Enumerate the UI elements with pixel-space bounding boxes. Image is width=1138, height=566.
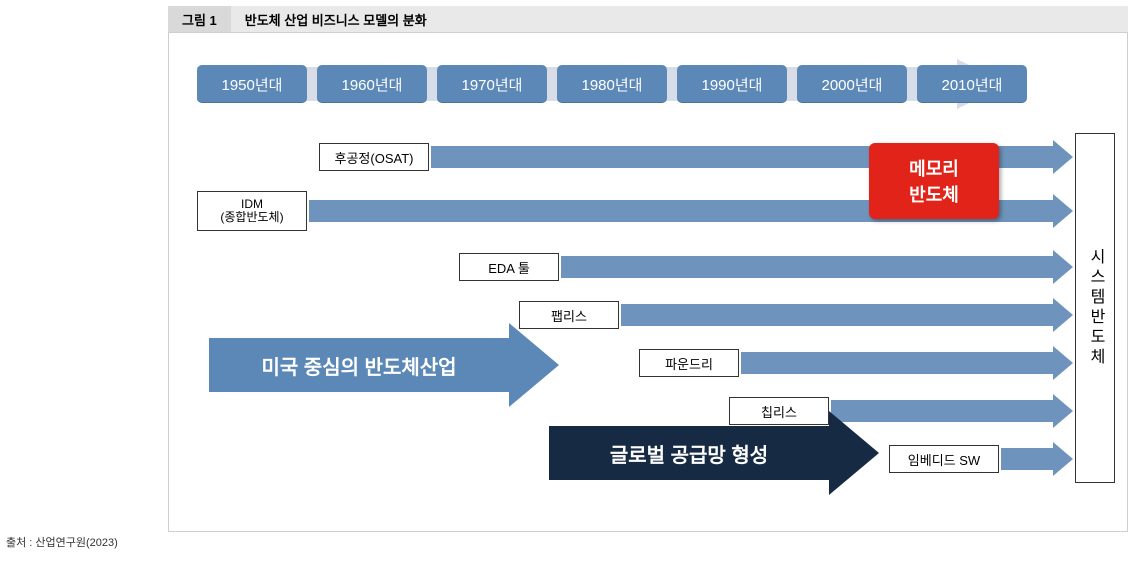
decade-pill-1: 1960년대	[317, 65, 427, 103]
track-arrowhead-chipless	[1053, 394, 1073, 428]
big-arrow-head-global	[829, 411, 879, 495]
memory-box-line1: 메모리	[909, 155, 959, 181]
figure-caption-bar: 그림 1 반도체 산업 비즈니스 모델의 분화	[168, 6, 1128, 32]
decade-pill-6: 2010년대	[917, 65, 1027, 103]
memory-box-line2: 반도체	[909, 181, 959, 207]
track-label-idm: IDM (종합반도체)	[197, 191, 307, 231]
track-arrowhead-osat	[1053, 140, 1073, 174]
big-arrow-global: 글로벌 공급망 형성	[549, 411, 879, 495]
source-text: 출처 : 산업연구원(2023)	[6, 534, 118, 550]
decade-pill-4: 1990년대	[677, 65, 787, 103]
memory-semiconductor-box: 메모리반도체	[869, 143, 999, 219]
track-bar-eda	[561, 256, 1053, 278]
track-bar-foundry	[741, 352, 1053, 374]
track-bar-fabless	[621, 304, 1053, 326]
decade-pill-3: 1980년대	[557, 65, 667, 103]
system-semiconductor-box: 시스템반도체	[1075, 133, 1115, 483]
track-arrowhead-eda	[1053, 250, 1073, 284]
big-arrow-head-us	[509, 323, 559, 407]
track-arrowhead-foundry	[1053, 346, 1073, 380]
big-arrow-label-us: 미국 중심의 반도체산업	[209, 338, 509, 392]
big-arrow-label-global: 글로벌 공급망 형성	[549, 426, 829, 480]
track-label-eda: EDA 툴	[459, 253, 559, 281]
decade-pill-2: 1970년대	[437, 65, 547, 103]
track-arrowhead-embsw	[1053, 442, 1073, 476]
track-label-osat: 후공정(OSAT)	[319, 143, 429, 171]
track-bar-embsw	[1001, 448, 1053, 470]
big-arrow-us: 미국 중심의 반도체산업	[209, 323, 559, 407]
decade-pill-0: 1950년대	[197, 65, 307, 103]
decade-pill-5: 2000년대	[797, 65, 907, 103]
track-arrowhead-idm	[1053, 194, 1073, 228]
track-label-embsw: 임베디드 SW	[889, 445, 999, 473]
track-label-foundry: 파운드리	[639, 349, 739, 377]
figure-number: 그림 1	[168, 6, 231, 33]
figure-title: 반도체 산업 비즈니스 모델의 분화	[231, 10, 427, 29]
decade-row: 1950년대 1960년대 1970년대 1980년대 1990년대 2000년대 2010…	[197, 65, 1027, 103]
diagram-frame: 1950년대 1960년대 1970년대 1980년대 1990년대 2000년대 2010…	[168, 32, 1128, 532]
track-arrowhead-fabless	[1053, 298, 1073, 332]
system-semiconductor-label: 시스템반도체	[1083, 248, 1107, 368]
